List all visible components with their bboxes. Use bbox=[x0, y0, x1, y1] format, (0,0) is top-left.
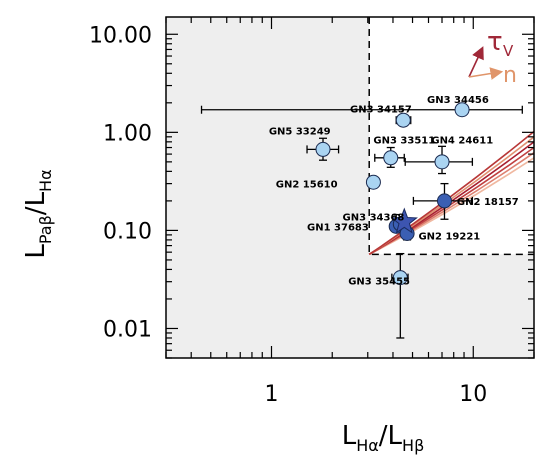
data-point bbox=[392, 270, 408, 286]
point-labels: GN3 34456 GN3 34157 GN5 33249 GN3 33511GN4 … bbox=[269, 95, 519, 288]
trend-arrows: τ Vn bbox=[468, 27, 517, 88]
plot-frame bbox=[165, 16, 535, 359]
data-point bbox=[383, 150, 399, 166]
point-label: GN4 24611 bbox=[431, 135, 493, 146]
point-label: GN2 15610 bbox=[276, 180, 338, 191]
y-tick-label: 0.01 bbox=[103, 317, 152, 342]
point-label: GN3 34456 bbox=[427, 95, 489, 106]
y-tick-label: 10.00 bbox=[89, 23, 152, 48]
y-axis-title: LPaβ/LHα bbox=[21, 169, 55, 258]
model-curve bbox=[368, 130, 535, 256]
data-point bbox=[436, 193, 452, 209]
data-point bbox=[315, 141, 331, 157]
x-axis-title-sep: /L bbox=[379, 421, 403, 451]
axis-ticks bbox=[165, 17, 535, 359]
tau-label: τ bbox=[487, 27, 503, 57]
point-label: GN3 34157 bbox=[350, 105, 412, 116]
data-point bbox=[434, 154, 450, 170]
y-axis-title-sep: /L bbox=[21, 191, 51, 215]
y-axis-title-sub2: Hα bbox=[36, 169, 55, 192]
y-tick-label: 1.00 bbox=[103, 121, 152, 146]
point-label: GN5 33249 bbox=[269, 126, 331, 137]
y-axis-title-sub1: Paβ bbox=[36, 215, 55, 244]
tau-sub-label: V bbox=[503, 42, 514, 60]
n-label: n bbox=[503, 63, 517, 88]
data-markers bbox=[315, 102, 470, 286]
x-axis-title: LHα/LHβ bbox=[342, 421, 425, 455]
data-point bbox=[365, 174, 381, 190]
point-label: GN3 34368 bbox=[343, 213, 405, 224]
tau-arrow bbox=[468, 46, 484, 78]
n-arrow bbox=[468, 67, 504, 80]
star-marker bbox=[390, 207, 418, 234]
x-axis-title-main: L bbox=[342, 421, 357, 451]
model-curves bbox=[368, 130, 535, 256]
x-tick-label: 1 bbox=[264, 382, 278, 407]
data-point bbox=[395, 112, 411, 128]
point-label: GN3 35455 bbox=[348, 276, 410, 287]
x-axis-title-sub2: Hβ bbox=[402, 436, 424, 455]
point-label: GN1 37683 bbox=[307, 222, 369, 233]
x-axis-title-sub1: Hα bbox=[356, 436, 379, 455]
data-point bbox=[454, 102, 470, 118]
point-label: GN3 33511 bbox=[373, 135, 435, 146]
y-tick-label: 0.10 bbox=[103, 219, 152, 244]
point-label: GN2 19221 bbox=[418, 231, 480, 242]
tick-labels: 1 10 0.01 0.10 1.00 10.00 bbox=[89, 23, 487, 407]
y-axis-title-main: L bbox=[21, 244, 51, 259]
point-label: GN2 18157 bbox=[457, 197, 519, 208]
x-tick-label: 10 bbox=[459, 382, 487, 407]
